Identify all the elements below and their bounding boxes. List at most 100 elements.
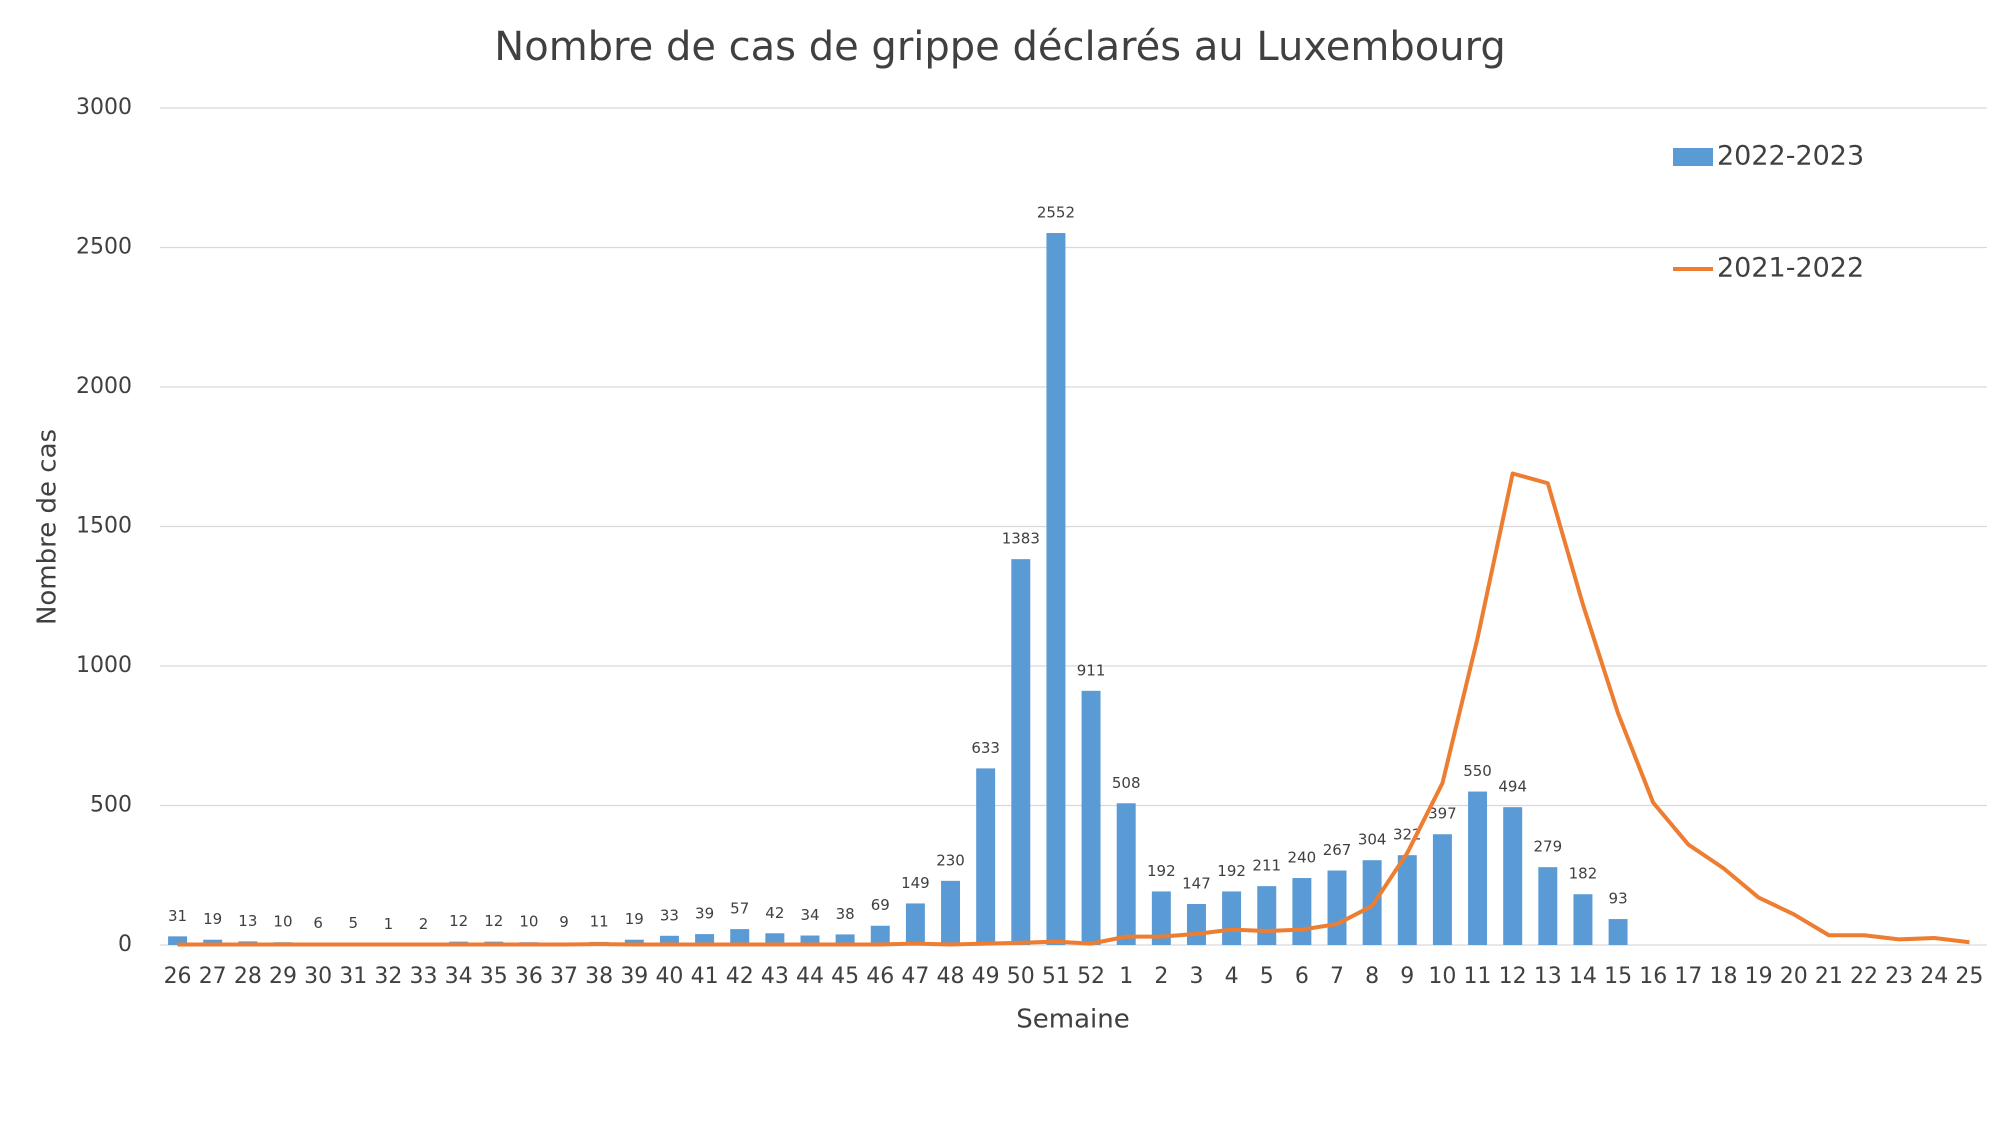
x-tick-label: 15	[1604, 964, 1632, 989]
x-tick-label: 39	[620, 964, 648, 989]
data-label: 550	[1463, 762, 1492, 780]
x-tick-label: 8	[1365, 964, 1379, 989]
data-label: 911	[1077, 661, 1106, 679]
bar	[624, 939, 644, 945]
x-tick-label: 19	[1745, 964, 1773, 989]
data-label: 149	[901, 874, 930, 892]
bar	[1468, 791, 1488, 945]
x-tick-label: 27	[199, 964, 227, 989]
data-label: 42	[765, 904, 784, 922]
data-label: 230	[936, 851, 965, 869]
x-tick-label: 32	[374, 964, 402, 989]
x-tick-label: 52	[1077, 964, 1105, 989]
x-tick-label: 1	[1119, 964, 1133, 989]
bar	[1151, 891, 1171, 945]
x-tick-label: 18	[1709, 964, 1737, 989]
data-label: 9	[559, 913, 569, 931]
bar	[1573, 894, 1593, 945]
x-tick-label: 38	[585, 964, 613, 989]
x-tick-label: 23	[1885, 964, 1913, 989]
data-label: 633	[971, 739, 1000, 757]
x-tick-label: 41	[691, 964, 719, 989]
bar	[695, 934, 715, 945]
data-label: 2552	[1037, 203, 1075, 221]
bar	[800, 935, 820, 945]
x-tick-label: 28	[234, 964, 262, 989]
data-label: 38	[836, 905, 855, 923]
x-tick-label: 13	[1534, 964, 1562, 989]
x-tick-label: 46	[866, 964, 894, 989]
data-label: 11	[590, 912, 609, 930]
data-label: 33	[660, 906, 679, 924]
data-label: 93	[1609, 890, 1628, 908]
bar	[730, 929, 750, 945]
data-label: 57	[730, 900, 749, 918]
bar	[765, 933, 785, 945]
data-label: 10	[519, 913, 538, 931]
x-tick-label: 31	[339, 964, 367, 989]
data-label: 240	[1288, 849, 1317, 867]
x-tick-label: 24	[1920, 964, 1948, 989]
data-label: 147	[1182, 874, 1211, 892]
x-tick-label: 12	[1499, 964, 1527, 989]
x-tick-label: 7	[1330, 964, 1344, 989]
x-tick-label: 36	[515, 964, 543, 989]
y-tick-label: 1500	[76, 514, 132, 539]
bar	[1011, 559, 1031, 945]
x-tick-label: 34	[445, 964, 473, 989]
x-tick-label: 40	[655, 964, 683, 989]
x-tick-label: 5	[1260, 964, 1274, 989]
data-label: 19	[203, 910, 222, 928]
bar	[1292, 878, 1312, 945]
bar	[1186, 903, 1206, 945]
x-tick-label: 42	[726, 964, 754, 989]
x-tick-label: 17	[1674, 964, 1702, 989]
data-label: 69	[871, 896, 890, 914]
data-label: 182	[1569, 865, 1598, 883]
x-tick-label: 21	[1815, 964, 1843, 989]
data-label: 13	[238, 912, 257, 930]
x-tick-label: 45	[831, 964, 859, 989]
bar	[870, 925, 890, 945]
x-tick-label: 47	[901, 964, 929, 989]
data-label: 279	[1533, 838, 1562, 856]
data-label: 19	[625, 910, 644, 928]
x-tick-label: 2	[1154, 964, 1168, 989]
x-tick-label: 29	[269, 964, 297, 989]
bar	[1503, 807, 1523, 945]
y-tick-label: 500	[90, 793, 132, 818]
bar	[1608, 919, 1628, 945]
x-tick-label: 37	[550, 964, 578, 989]
x-tick-label: 16	[1639, 964, 1667, 989]
data-label: 12	[484, 912, 503, 930]
x-tick-label: 11	[1464, 964, 1492, 989]
bar	[835, 934, 855, 945]
x-tick-label: 10	[1428, 964, 1456, 989]
x-tick-label: 30	[304, 964, 332, 989]
bar	[659, 935, 679, 945]
data-label: 508	[1112, 774, 1141, 792]
x-tick-label: 6	[1295, 964, 1309, 989]
y-tick-label: 0	[118, 932, 132, 957]
data-label: 6	[313, 914, 323, 932]
bar	[1046, 232, 1066, 945]
x-tick-label: 33	[410, 964, 438, 989]
data-label: 39	[695, 905, 714, 923]
chart-title: Nombre de cas de grippe déclarés au Luxe…	[494, 24, 1505, 70]
x-tick-label: 3	[1189, 964, 1203, 989]
x-tick-label: 48	[937, 964, 965, 989]
data-label: 192	[1147, 862, 1176, 880]
data-label: 10	[273, 913, 292, 931]
y-axis-label: Nombre de cas	[33, 429, 63, 625]
data-label: 192	[1217, 862, 1246, 880]
data-label: 494	[1498, 778, 1527, 796]
x-tick-label: 43	[761, 964, 789, 989]
bar	[976, 768, 996, 945]
bar	[1432, 834, 1452, 945]
x-tick-label: 49	[972, 964, 1000, 989]
bar	[168, 936, 188, 945]
line	[177, 471, 1970, 947]
data-label: 211	[1252, 857, 1281, 875]
x-tick-label: 35	[480, 964, 508, 989]
